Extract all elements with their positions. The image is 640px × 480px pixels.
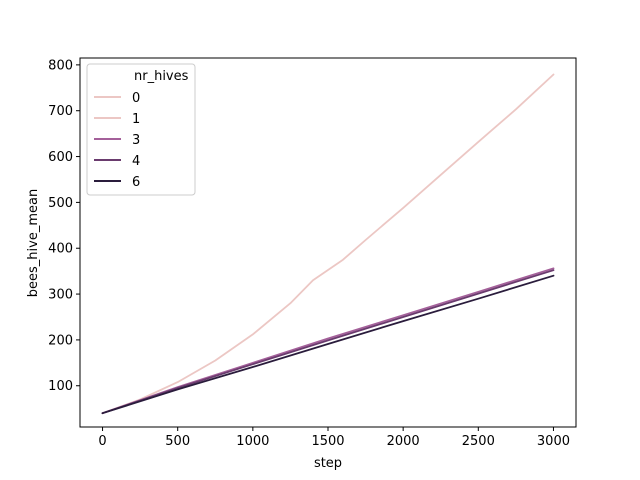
series-lines bbox=[101, 73, 555, 415]
series-line-6 bbox=[101, 274, 555, 415]
x-tick-label: 2000 bbox=[387, 434, 420, 449]
x-tick-label: 1000 bbox=[236, 434, 269, 449]
legend-title: nr_hives bbox=[134, 69, 189, 84]
y-tick-label: 700 bbox=[48, 104, 73, 119]
legend-label-3: 3 bbox=[132, 133, 140, 148]
x-tick-label: 1500 bbox=[311, 434, 344, 449]
x-tick-label: 3000 bbox=[537, 434, 570, 449]
y-axis-label: bees_hive_mean bbox=[26, 189, 41, 297]
y-axis-ticks: 100 200 300 400 500 600 700 800 bbox=[48, 58, 80, 394]
y-tick-label: 600 bbox=[48, 150, 73, 165]
y-tick-label: 200 bbox=[48, 333, 73, 348]
x-axis-ticks: 0 500 1000 1500 2000 2500 3000 bbox=[98, 427, 570, 449]
series-line-4 bbox=[101, 269, 555, 415]
x-tick-label: 0 bbox=[98, 434, 106, 449]
y-tick-label: 300 bbox=[48, 288, 73, 303]
y-tick-label: 400 bbox=[48, 242, 73, 257]
x-tick-label: 2500 bbox=[462, 434, 495, 449]
legend-label-1: 1 bbox=[132, 112, 140, 127]
series-line-1 bbox=[101, 73, 555, 415]
y-tick-label: 800 bbox=[48, 58, 73, 73]
legend: nr_hives 0 1 3 4 6 bbox=[86, 63, 196, 196]
y-tick-label: 500 bbox=[48, 196, 73, 211]
x-axis-label: step bbox=[314, 456, 342, 471]
legend-label-6: 6 bbox=[132, 175, 140, 190]
legend-label-0: 0 bbox=[132, 91, 140, 106]
legend-label-4: 4 bbox=[132, 154, 140, 169]
x-tick-label: 500 bbox=[165, 434, 190, 449]
y-tick-label: 100 bbox=[48, 379, 73, 394]
